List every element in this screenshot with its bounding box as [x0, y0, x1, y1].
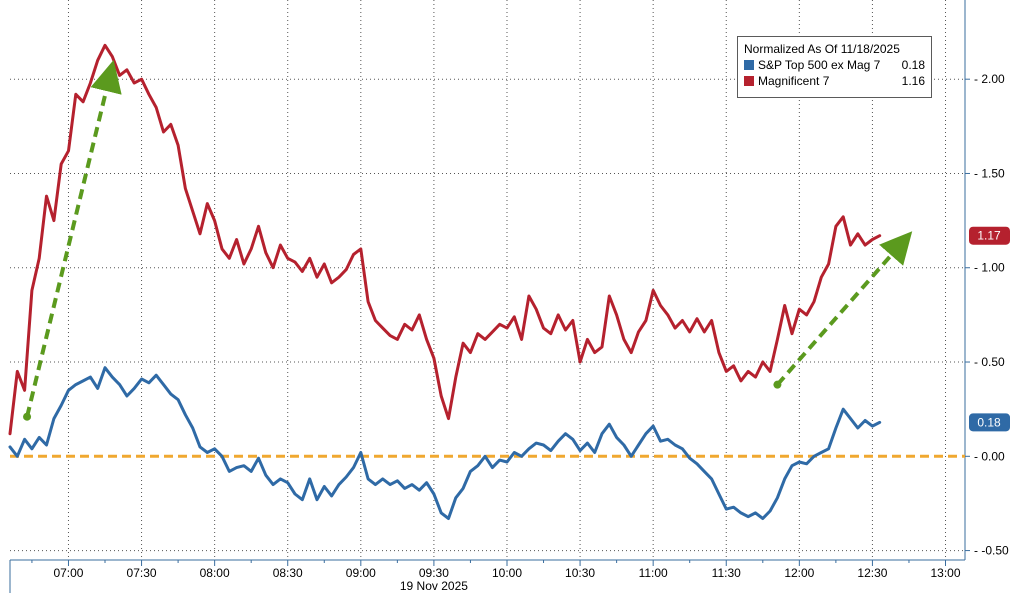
- series-lines: [8, 43, 965, 520]
- legend-swatch-blue: [744, 60, 754, 70]
- legend-swatch-red: [744, 76, 754, 86]
- x-tick-label: 10:30: [565, 566, 595, 580]
- legend-series-value: 1.16: [901, 74, 925, 88]
- grid: [10, 0, 965, 560]
- trend-arrow-start-dot: [773, 380, 782, 389]
- legend-series-name: Magnificent 7: [758, 74, 830, 88]
- x-tick-label: 07:30: [127, 566, 157, 580]
- legend-title: Normalized As Of 11/18/2025: [744, 42, 900, 56]
- y-tick-label: - 0.50: [974, 355, 1005, 369]
- trend-arrow: [25, 59, 122, 418]
- x-tick-label: 13:00: [930, 566, 960, 580]
- legend-series-value: 0.18: [901, 58, 925, 72]
- y-tick-label: - 1.00: [974, 261, 1005, 275]
- x-tick-label: 11:00: [639, 566, 668, 580]
- series-line-magnificent-7: [8, 43, 882, 436]
- x-tick-label: 10:00: [492, 566, 522, 580]
- last-value-label: 0.18: [977, 415, 1001, 429]
- x-tick-label: 12:30: [857, 566, 887, 580]
- x-tick-label: 09:30: [419, 566, 449, 580]
- x-date-label: 19 Nov 2025: [400, 579, 468, 593]
- last-value-badge: [969, 226, 1010, 245]
- trend-arrow-start-dot: [23, 412, 32, 421]
- trend-arrow: [775, 231, 913, 386]
- last-value-labels: 0.18 1.17: [969, 226, 1010, 432]
- x-tick-label: 12:00: [784, 566, 814, 580]
- axes: - 2.00 - 1.50 - 1.00 - 0.50 - 0.00 - -0.50 07:…: [9, 0, 1009, 593]
- x-tick-label: 07:00: [53, 566, 83, 580]
- legend-series-name: S&P Top 500 ex Mag 7: [758, 58, 881, 72]
- y-tick-label: - 1.50: [974, 166, 1005, 180]
- y-tick-label: - 0.00: [974, 449, 1005, 463]
- x-tick-label: 08:30: [273, 566, 303, 580]
- x-tick-label: 08:00: [200, 566, 230, 580]
- y-tick-label: - 2.00: [974, 72, 1005, 86]
- last-value-label: 1.17: [977, 229, 1001, 243]
- last-value-badge: [969, 413, 1010, 432]
- legend: Normalized As Of 11/18/2025 S&P Top 500 …: [737, 36, 932, 98]
- legend-entry-magnificent-7: Magnificent 7 1.16: [744, 73, 925, 89]
- y-tick-label: - -0.50: [974, 544, 1009, 558]
- x-tick-label: 09:00: [346, 566, 376, 580]
- annotations: [23, 59, 913, 421]
- x-tick-label: 11:30: [712, 566, 741, 580]
- legend-entry-sp500-ex-mag7: S&P Top 500 ex Mag 7 0.18: [744, 57, 925, 73]
- series-line-sp500-ex-mag7: [8, 366, 882, 520]
